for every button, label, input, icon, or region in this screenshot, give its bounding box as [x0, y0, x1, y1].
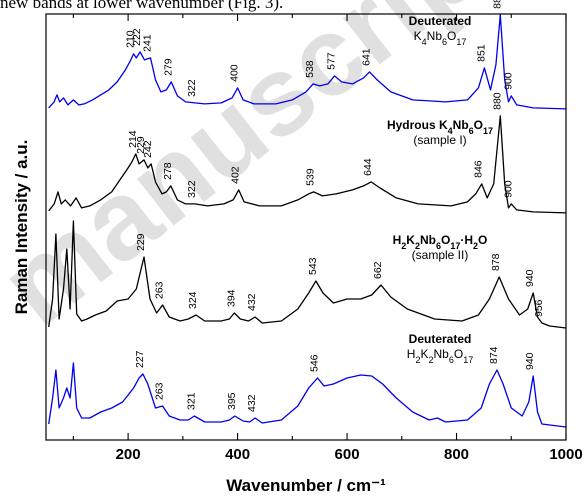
peak-label: 874 [488, 346, 500, 364]
x-tick-label: 1000 [549, 446, 582, 463]
series-name-line: Hydrous K4Nb6O17 [387, 118, 493, 136]
peak-label: 227 [134, 350, 146, 368]
series-layer [48, 14, 567, 428]
x-tick-label: 600 [335, 446, 360, 463]
peak-label: 394 [225, 289, 237, 307]
series-line-1 [48, 14, 567, 110]
peak-label: 229 [135, 233, 147, 251]
peak-label: 956 [533, 299, 545, 317]
peak-label: 324 [187, 291, 199, 309]
peak-label: 210 [125, 30, 137, 48]
series-name-line: Deuterated [409, 332, 472, 346]
peak-label: 546 [309, 354, 321, 372]
watermark-text: manuscript [0, 0, 531, 349]
y-axis-title: Raman Intensity / a.u. [12, 140, 31, 315]
peak-label: 880 [491, 0, 503, 9]
series-name-line: K4Nb6O17 [414, 29, 467, 47]
series-line-3 [48, 220, 567, 329]
peak-label: 539 [305, 168, 317, 186]
peak-label: 322 [186, 79, 198, 97]
peak-label: 432 [246, 293, 258, 311]
caption-fragment: new bands at lower wavenumber (Fig. 3). [0, 0, 284, 12]
peak-label: 241 [142, 34, 154, 52]
x-tick-label: 200 [116, 446, 141, 463]
series-name-line: (sample I) [413, 133, 466, 147]
series-name-line: Deuterated [409, 14, 472, 28]
peak-label: 263 [154, 281, 166, 299]
series-name-line: H2K2Nb6O17·H2O [393, 233, 488, 251]
peak-label: 940 [524, 269, 536, 287]
peak-label: 402 [230, 166, 242, 184]
peak-label: 577 [326, 52, 338, 70]
peak-label: 278 [162, 162, 174, 180]
x-tick-label: 800 [444, 446, 469, 463]
peak-label: 644 [362, 158, 374, 176]
x-axis-title: Wavenumber / cm⁻¹ [226, 476, 386, 495]
peak-label: 851 [475, 44, 487, 62]
series-name-line: H2K2Nb6O17 [407, 347, 473, 365]
peak-label: 900 [502, 72, 514, 90]
peak-label: 940 [524, 352, 536, 370]
peak-label: 242 [142, 140, 154, 158]
peak-label: 878 [490, 253, 502, 271]
peak-label: 900 [502, 180, 514, 198]
peak-label: 880 [491, 92, 503, 110]
series-name-line: (sample II) [412, 248, 469, 262]
peak-label: 279 [162, 58, 174, 76]
axis-layer: 200 400 600 800 1000 Wavenumber / cm⁻¹ Raman I… [12, 14, 583, 495]
peak-label: 538 [304, 60, 316, 78]
peak-label: 846 [473, 160, 485, 178]
peak-label: 400 [229, 64, 241, 82]
peak-label: 222 [131, 28, 143, 46]
peak-label: 395 [226, 392, 238, 410]
peak-label: 229 [135, 136, 147, 154]
watermark: manuscript [0, 0, 531, 349]
plot-frame [45, 13, 567, 441]
peak-label: 662 [372, 261, 384, 279]
peak-label: 263 [154, 382, 166, 400]
peak-label: 543 [307, 257, 319, 275]
series-line-2 [48, 115, 567, 214]
peak-label: 641 [361, 48, 373, 66]
x-tick-label: 400 [225, 446, 250, 463]
series-line-4 [48, 362, 567, 428]
peak-label: 432 [246, 394, 258, 412]
peak-label: 214 [127, 130, 139, 148]
peak-label: 322 [186, 180, 198, 198]
peak-label: 321 [185, 392, 197, 410]
